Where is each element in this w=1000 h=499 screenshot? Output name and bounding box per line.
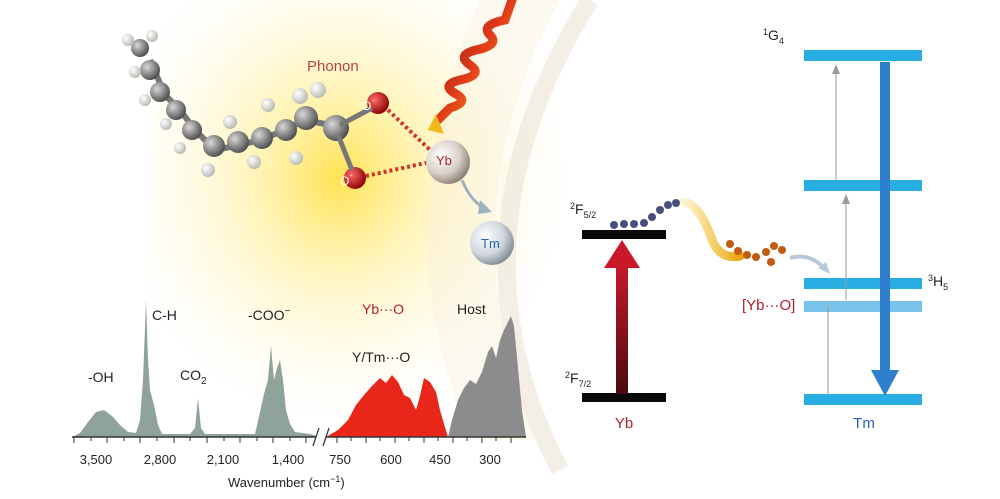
tm-emission-arrow bbox=[880, 62, 890, 374]
axis-break bbox=[316, 430, 326, 446]
phonon-dots bbox=[726, 240, 786, 266]
electron-dots bbox=[610, 199, 680, 229]
yb-level-lower-label: 2F7/2 bbox=[565, 370, 591, 389]
yb-sphere bbox=[426, 140, 470, 184]
excitation-wave bbox=[428, 0, 517, 134]
peak-label-coo: -COO− bbox=[248, 306, 291, 323]
yb-level-upper bbox=[582, 230, 666, 239]
tm-level-ground bbox=[804, 394, 922, 405]
yb-excitation-arrow bbox=[616, 264, 628, 394]
yb-sphere-label: Yb bbox=[436, 153, 452, 168]
tick-label: 1,400 bbox=[272, 452, 305, 467]
tm-upconversion-arrows bbox=[827, 66, 847, 394]
spectrum-tick-labels: 3,500 2,800 2,100 1,400 750 600 450 300 bbox=[80, 452, 501, 467]
tm-level-h5-upper bbox=[804, 278, 922, 289]
spectrum-tick-marks bbox=[73, 437, 512, 443]
oleate-molecule: O - O - Phonon bbox=[122, 30, 432, 189]
coordination-bond-bottom bbox=[365, 160, 431, 178]
spectrum-axis-label: Wavenumber (cm−1) bbox=[228, 474, 345, 490]
tm-level-h5-lower bbox=[804, 301, 922, 312]
oxygen-label-top: O bbox=[362, 99, 371, 113]
tick-label: 2,100 bbox=[207, 452, 240, 467]
coordination-bond-top bbox=[386, 108, 432, 152]
carbon-chain bbox=[131, 39, 349, 157]
transfer-label: [Yb···O] bbox=[742, 297, 795, 314]
tm-ion-label: Tm bbox=[853, 415, 875, 432]
peak-label-ytmo: Y/Tm···O bbox=[352, 349, 410, 365]
tm-level-mid bbox=[804, 180, 922, 191]
tm-level-g4 bbox=[804, 50, 922, 61]
tm-level-g4-label: 1G4 bbox=[763, 27, 784, 46]
oxygen-atom-bottom bbox=[344, 167, 366, 189]
tick-label: 750 bbox=[329, 452, 351, 467]
ir-spectrum-trace bbox=[72, 300, 322, 437]
tick-label: 2,800 bbox=[144, 452, 177, 467]
peak-label-ybo: Yb···O bbox=[362, 301, 404, 317]
tm-sphere bbox=[470, 221, 514, 265]
peak-label-oh: -OH bbox=[88, 369, 114, 385]
peak-label-co2: CO2 bbox=[180, 367, 207, 387]
energy-level-diagram: 2F5/2 2F7/2 Yb [Yb···O] bbox=[565, 27, 948, 432]
hydrogen-atoms bbox=[122, 30, 326, 177]
tm-sphere-label: Tm bbox=[481, 236, 500, 251]
vibrational-spectrum: 3,500 2,800 2,100 1,400 750 600 450 300 … bbox=[72, 300, 526, 490]
peak-label-ch: C-H bbox=[152, 307, 177, 323]
tick-label: 450 bbox=[429, 452, 451, 467]
tm-level-h5-label: 3H5 bbox=[928, 273, 948, 292]
yb-ion-label: Yb bbox=[615, 415, 633, 432]
host-spectrum-trace bbox=[448, 316, 526, 437]
phonon-transfer-tail bbox=[679, 197, 745, 262]
yb-level-upper-label: 2F5/2 bbox=[570, 201, 596, 220]
yb-level-lower bbox=[582, 393, 666, 402]
peak-label-host: Host bbox=[457, 301, 486, 317]
oxygen-atom-top bbox=[367, 92, 389, 114]
tick-label: 3,500 bbox=[80, 452, 113, 467]
tick-label: 300 bbox=[479, 452, 501, 467]
oxygen-charge-top: - bbox=[372, 96, 375, 105]
tick-label: 600 bbox=[380, 452, 402, 467]
oxygen-charge-bottom: - bbox=[350, 171, 353, 180]
red-spectrum-trace bbox=[326, 375, 448, 437]
phonon-label: Phonon bbox=[307, 58, 359, 75]
oxygen-label-bottom: O bbox=[340, 174, 349, 188]
